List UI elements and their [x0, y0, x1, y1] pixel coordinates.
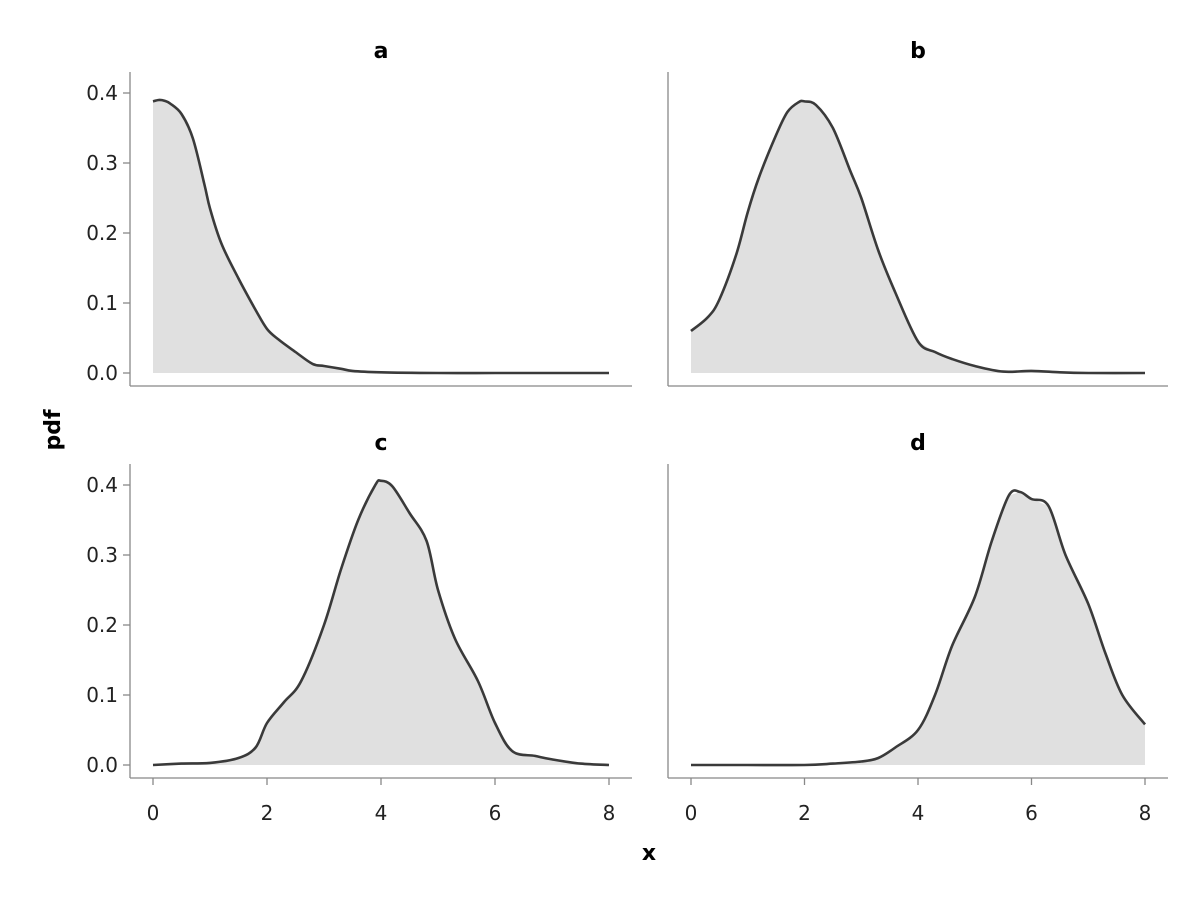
y-tick-label: 0.3 [86, 543, 118, 567]
x-tick-label: 8 [1139, 801, 1152, 825]
y-tick-label: 0.0 [86, 753, 118, 777]
density-line [152, 98, 609, 375]
x-tick-label: 6 [1025, 801, 1038, 825]
x-tick-label: 8 [603, 801, 616, 825]
y-tick-label: 0.4 [86, 81, 118, 105]
y-axis-title: pdf [41, 409, 66, 450]
y-tick-label: 0.2 [86, 613, 118, 637]
density-area [691, 101, 1145, 374]
panel-title: a [374, 39, 389, 64]
panel-a: a 0.0 0.1 0.2 0.3 0.4 [86, 39, 632, 387]
panel-title: d [910, 431, 926, 456]
x-tick-label: 2 [261, 801, 274, 825]
panel-b: b [667, 39, 1168, 387]
density-area [691, 492, 1145, 765]
panel-title: c [374, 431, 387, 456]
x-tick-label: 2 [798, 801, 811, 825]
density-line [690, 489, 1147, 767]
y-tick-label: 0.0 [86, 361, 118, 385]
x-tick-label: 0 [147, 801, 160, 825]
facet-panels: a 0.0 0.1 0.2 0.3 0.4 b c 0.0 0.1 0.2 0.3 0.4 0 2 4 6 8 d 0… [86, 39, 1168, 825]
x-tick-label: 4 [912, 801, 925, 825]
density-area [153, 100, 609, 373]
density-area [153, 480, 609, 765]
y-tick-label: 0.1 [86, 683, 118, 707]
panel-title: b [910, 39, 926, 64]
panel-d: d 0 2 4 6 8 [667, 431, 1168, 825]
y-tick-label: 0.4 [86, 473, 118, 497]
x-tick-label: 0 [685, 801, 698, 825]
panel-c: c 0.0 0.1 0.2 0.3 0.4 0 2 4 6 8 [86, 431, 632, 825]
x-axis-title: x [642, 841, 656, 866]
y-tick-label: 0.2 [86, 221, 118, 245]
x-tick-label: 6 [489, 801, 502, 825]
density-line [690, 99, 1146, 375]
density-line [152, 479, 610, 767]
x-tick-label: 4 [375, 801, 388, 825]
y-tick-label: 0.1 [86, 291, 118, 315]
y-tick-label: 0.3 [86, 151, 118, 175]
